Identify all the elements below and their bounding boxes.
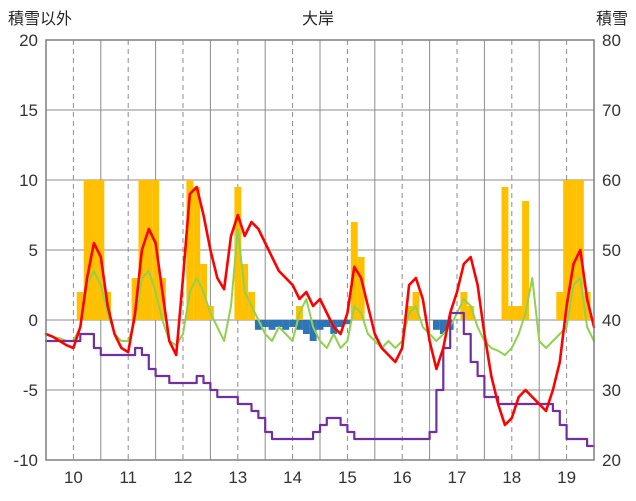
right-axis-title: 積雪 xyxy=(595,11,628,28)
green-line xyxy=(45,228,595,356)
blue-bars xyxy=(316,320,324,330)
right-axis-tick: 20 xyxy=(602,451,621,470)
right-axis-tick: 70 xyxy=(602,101,621,120)
blue-bars xyxy=(433,320,440,330)
orange-bars xyxy=(357,257,365,320)
chart-title: 大岸 xyxy=(301,11,334,28)
orange-bars xyxy=(131,278,139,320)
right-axis-tick: 60 xyxy=(602,171,621,190)
orange-bars xyxy=(563,180,571,320)
orange-bars xyxy=(467,306,475,320)
orange-bars xyxy=(501,187,509,320)
blue-bars xyxy=(275,320,283,327)
x-axis-tick: 17 xyxy=(448,468,467,487)
orange-bars xyxy=(522,201,529,320)
right-axis-tick: 40 xyxy=(602,311,621,330)
left-axis-tick: 15 xyxy=(19,101,38,120)
blue-bars xyxy=(289,320,297,327)
blue-bars xyxy=(302,320,310,334)
orange-bars xyxy=(583,292,591,320)
left-axis-tick: 0 xyxy=(29,311,38,330)
blue-bars xyxy=(254,320,262,330)
orange-bars xyxy=(508,306,516,320)
x-axis-tick: 10 xyxy=(64,468,83,487)
orange-bars xyxy=(97,180,105,320)
x-axis-tick: 13 xyxy=(228,468,247,487)
orange-bars xyxy=(145,180,153,320)
orange-bars xyxy=(460,292,468,320)
blue-bars xyxy=(282,320,290,330)
blue-bars xyxy=(337,320,344,327)
blue-bars xyxy=(296,320,303,330)
blue-bars xyxy=(344,320,351,325)
x-axis-tick: 16 xyxy=(393,468,412,487)
blue-bars xyxy=(268,320,276,330)
right-axis-tick: 50 xyxy=(602,241,621,260)
orange-bars xyxy=(193,187,201,320)
blue-bars xyxy=(439,320,447,334)
orange-bars xyxy=(515,306,523,320)
right-axis-tick: 80 xyxy=(602,31,621,50)
orange-bars xyxy=(556,292,564,320)
x-axis-tick: 12 xyxy=(174,468,193,487)
orange-bars xyxy=(234,187,242,320)
blue-bars xyxy=(323,320,331,327)
orange-bars xyxy=(83,180,91,320)
x-axis-tick: 19 xyxy=(557,468,576,487)
orange-bars xyxy=(570,180,577,320)
orange-bars xyxy=(76,292,84,320)
left-axis-tick: 20 xyxy=(19,31,38,50)
orange-bars xyxy=(90,180,98,320)
right-axis-tick: 30 xyxy=(602,381,621,400)
red-line xyxy=(44,185,596,427)
blue-bars xyxy=(261,320,269,327)
x-axis-tick: 14 xyxy=(283,468,302,487)
left-axis-tick: -5 xyxy=(23,381,38,400)
plot-border xyxy=(45,39,595,461)
blue-bars xyxy=(309,320,317,341)
left-axis-tick: -10 xyxy=(13,451,38,470)
left-axis-tick: 5 xyxy=(29,241,38,260)
left-axis-title: 積雪以外 xyxy=(8,11,73,28)
left-axis-tick: 10 xyxy=(19,171,38,190)
x-axis-tick: 11 xyxy=(119,468,137,487)
x-axis-tick: 18 xyxy=(502,468,521,487)
x-axis-tick: 15 xyxy=(338,468,357,487)
orange-bars xyxy=(186,180,194,320)
